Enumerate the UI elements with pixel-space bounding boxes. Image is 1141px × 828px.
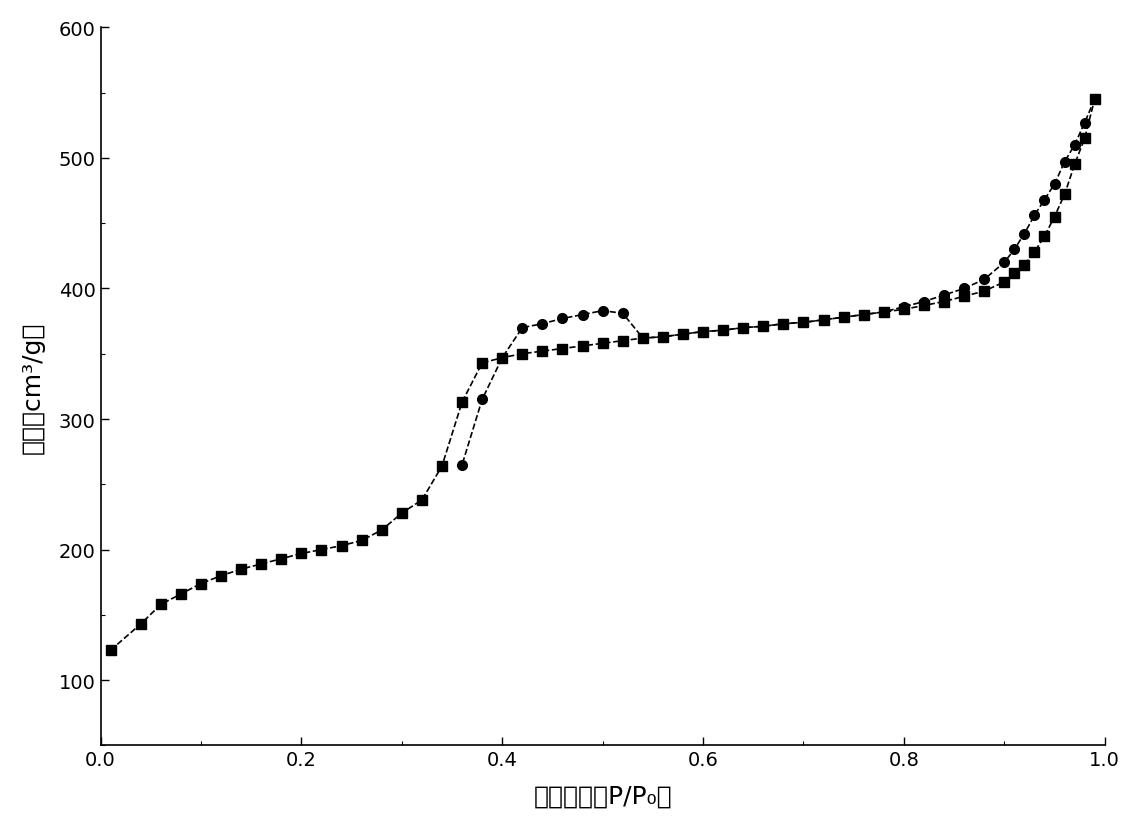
X-axis label: 相对压力（P/P₀）: 相对压力（P/P₀） [533, 783, 672, 807]
Y-axis label: 体积（cm³/g）: 体积（cm³/g） [21, 320, 44, 453]
